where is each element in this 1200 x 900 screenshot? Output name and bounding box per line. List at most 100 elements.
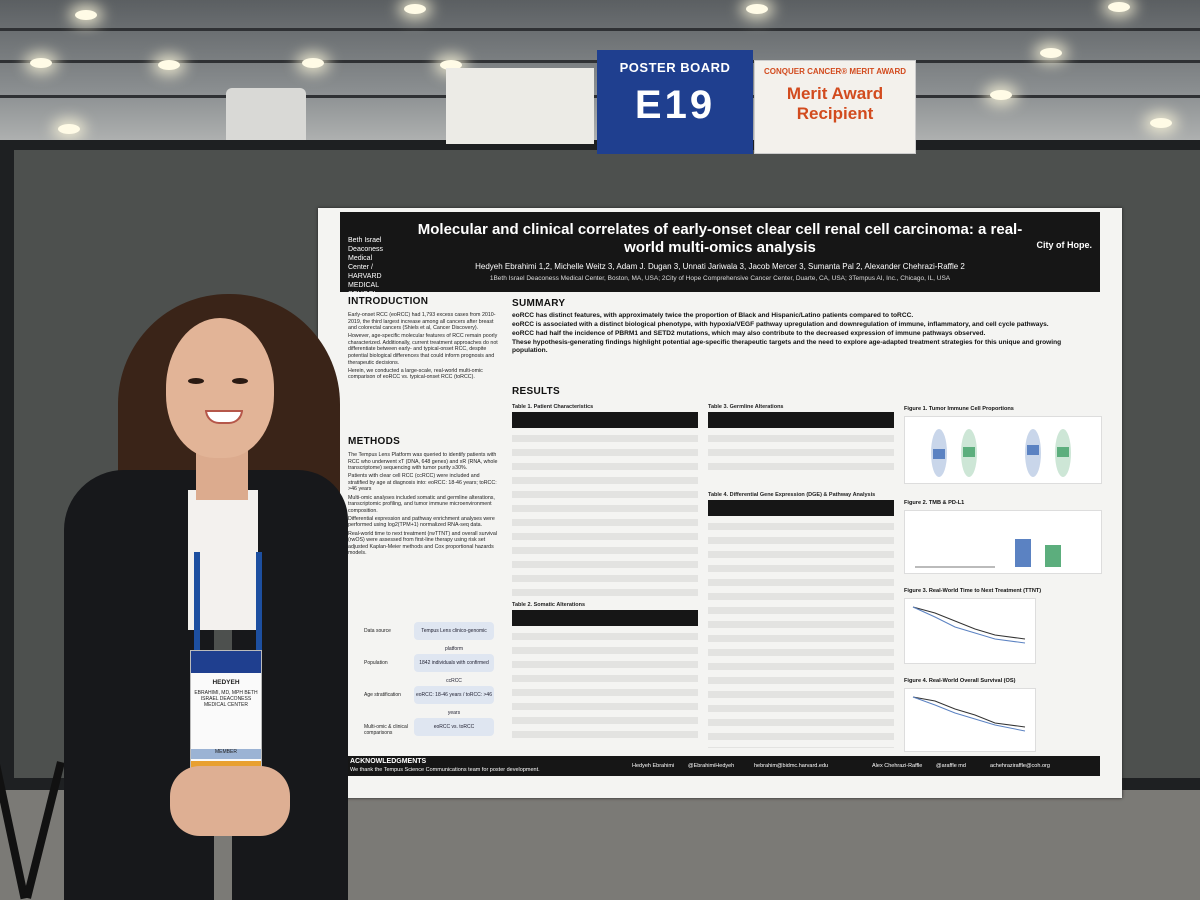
ack-text: We thank the Tempus Science Communicatio… <box>350 767 540 773</box>
km-line <box>912 606 1026 644</box>
table-body <box>512 428 698 598</box>
ack-heading: ACKNOWLEDGMENTS <box>350 758 427 765</box>
ceiling-light <box>404 4 426 14</box>
acknowledgments-bar: ACKNOWLEDGMENTS We thank the Tempus Scie… <box>340 756 1100 776</box>
km-line <box>912 696 1026 728</box>
merit-header: CONQUER CANCER® MERIT AWARD <box>763 67 907 76</box>
table-header <box>708 412 894 428</box>
contact-handle: @araffle md <box>936 763 966 769</box>
ceiling-light <box>990 90 1012 100</box>
figure-tmb-pdl1 <box>904 510 1102 574</box>
km-line <box>912 606 1026 640</box>
methods-text: The Tempus Lens Platform was queried to … <box>348 452 498 558</box>
presenter-eye <box>188 378 204 384</box>
violin-plot <box>931 429 1071 477</box>
ceiling-light <box>1108 2 1130 12</box>
ceiling-light <box>746 4 768 14</box>
badge-name: HEDYEH <box>212 679 240 686</box>
research-poster: Beth Israel Deaconess Medical Center / H… <box>318 208 1122 798</box>
contact-email: achehraziraffle@coh.org <box>990 763 1050 769</box>
table-caption: Table 2. Somatic Alterations <box>512 602 586 608</box>
flow-box: 1842 individuals with confirmed ccRCC <box>414 654 494 684</box>
bar <box>1015 539 1031 567</box>
pillar <box>226 88 306 146</box>
summary-bullet: These hypothesis-generating findings hig… <box>512 339 1062 354</box>
poster-header: Beth Israel Deaconess Medical Center / H… <box>340 212 1100 298</box>
truss-beam <box>0 28 1200 31</box>
results-heading: RESULTS <box>512 386 561 397</box>
poster-title: Molecular and clinical correlates of ear… <box>417 221 1023 256</box>
km-curve-ttnt <box>912 606 1026 644</box>
table-body <box>708 428 894 472</box>
table-patient-characteristics: Table 1. Patient Characteristics <box>512 404 698 598</box>
contact-name: Hedyeh Ebrahimi <box>632 763 675 769</box>
methods-bullet: Real-world time to next treatment (rwTTN… <box>348 530 497 557</box>
city-of-hope-logo: City of Hope. <box>1036 240 1093 250</box>
ceiling-light <box>75 10 97 20</box>
box <box>963 447 975 457</box>
ceiling-light <box>158 60 180 70</box>
figure-immune-cell <box>904 416 1102 484</box>
table-germline-alterations: Table 3. Germline Alterations <box>708 404 894 472</box>
methods-heading: METHODS <box>348 436 401 447</box>
merit-title: Merit Award Recipient <box>786 84 884 123</box>
introduction-heading: INTRODUCTION <box>348 296 429 307</box>
poster-board-number: E19 <box>634 83 716 127</box>
methods-bullet: The Tempus Lens Platform was queried to … <box>348 452 498 472</box>
intro-bullet: Herein, we conducted a large-scale, real… <box>348 367 483 381</box>
summary-bullet: eoRCC had half the incidence of PBRM1 an… <box>512 330 986 337</box>
figure-ttnt <box>904 598 1036 664</box>
badge-banner <box>191 651 261 673</box>
km-curve-os <box>912 696 1026 732</box>
figure-caption: Figure 3. Real-World Time to Next Treatm… <box>904 588 1042 594</box>
badge-member: MEMBER <box>191 749 261 759</box>
table-caption: Table 1. Patient Characteristics <box>512 404 594 410</box>
table-caption: Table 4. Differential Gene Expression (D… <box>708 492 876 498</box>
poster-board-sign: POSTER BOARD E19 <box>597 50 753 154</box>
table-header <box>512 610 698 626</box>
summary-text: eoRCC has distinct features, with approx… <box>512 312 1072 356</box>
summary-bullet: eoRCC has distinct features, with approx… <box>512 312 914 319</box>
contact-handle: @EbrahimiHedyeh <box>688 763 735 769</box>
contact-name: Alex Chehrazi-Raffle <box>872 763 923 769</box>
poster-affiliations: 1Beth Israel Deaconess Medical Center, B… <box>489 275 951 282</box>
flow-label: Data source <box>364 628 391 634</box>
figure-caption: Figure 2. TMB & PD-L1 <box>904 500 965 506</box>
contact-email: hebrahim@bidmc.harvard.edu <box>754 763 829 769</box>
merit-award-sign: CONQUER CANCER® MERIT AWARD Merit Award … <box>754 60 916 154</box>
presenter-eye <box>232 378 248 384</box>
methods-bullet: Patients with clear cell RCC (ccRCC) wer… <box>348 473 497 493</box>
table-body <box>708 516 894 748</box>
tmb-plot <box>915 539 1061 568</box>
flow-label: Multi-omic & clinical comparisons <box>364 724 408 736</box>
ceiling-light <box>302 58 324 68</box>
summary-bullet: eoRCC is associated with a distinct biol… <box>512 321 1049 328</box>
km-line <box>912 696 1026 732</box>
intro-bullet: Early-onset RCC (eoRCC) had 1,793 excess… <box>348 312 496 332</box>
methods-bullet: Differential expression and pathway enri… <box>348 515 495 529</box>
summary-heading: SUMMARY <box>512 298 566 309</box>
methods-bullet: Multi-omic analyses included somatic and… <box>348 494 495 514</box>
intro-bullet: However, age-specific molecular features… <box>348 333 498 366</box>
bidmc-harvard-logo: Beth Israel Deaconess Medical Center / H… <box>348 237 384 298</box>
flow-box: Tempus Lens clinico-genomic platform <box>414 622 494 652</box>
ceiling-light <box>30 58 52 68</box>
introduction-text: Early-onset RCC (eoRCC) had 1,793 excess… <box>348 312 498 382</box>
box <box>1027 445 1039 455</box>
presenter-hands <box>170 766 290 836</box>
table-header <box>512 412 698 428</box>
table-caption: Table 3. Germline Alterations <box>708 404 784 410</box>
flow-label: Population <box>364 660 388 666</box>
flow-box: eoRCC: 18-46 years / toRCC: >46 years <box>414 686 494 716</box>
ceiling-light <box>1150 118 1172 128</box>
box <box>1057 447 1069 457</box>
ceiling-light <box>1040 48 1062 58</box>
table-dge-pathway: Table 4. Differential Gene Expression (D… <box>708 492 894 748</box>
figure-caption: Figure 4. Real-World Overall Survival (O… <box>904 678 1016 684</box>
blank-sign <box>446 68 594 144</box>
figure-os <box>904 688 1036 752</box>
flow-box: eoRCC vs. toRCC <box>414 718 494 736</box>
bar <box>1045 545 1061 567</box>
box <box>933 449 945 459</box>
poster-authors: Hedyeh Ebrahimi 1,2, Michelle Weitz 3, A… <box>475 262 965 271</box>
